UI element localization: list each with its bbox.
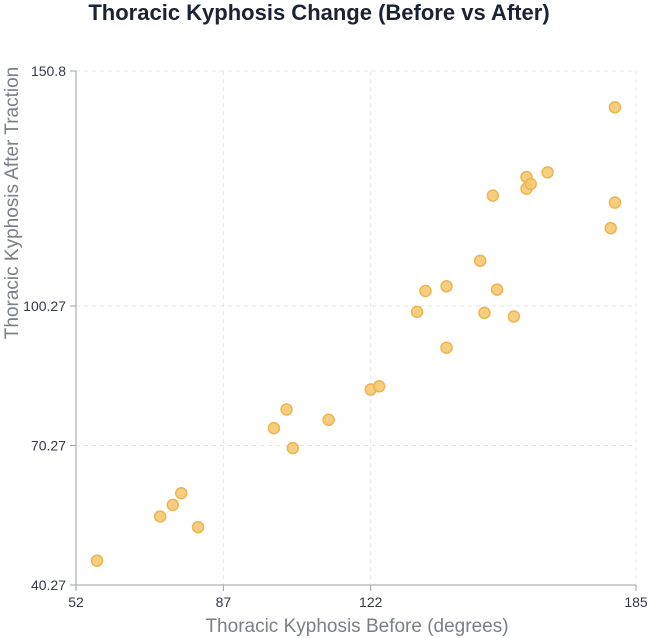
scatter-point xyxy=(478,306,491,320)
chart-title: Thoracic Kyphosis Change (Before vs Afte… xyxy=(88,0,549,25)
scatter-point xyxy=(524,177,537,191)
scatter-point xyxy=(153,510,167,523)
y-tick-label: 150.8 xyxy=(31,63,66,79)
scatter-point xyxy=(322,413,335,427)
scatter-point xyxy=(608,196,622,209)
x-tick-label: 87 xyxy=(216,594,232,610)
scatter-point xyxy=(372,380,386,393)
y-tick-label: 40.27 xyxy=(31,577,66,593)
scatter-point xyxy=(440,280,453,293)
grid-lines xyxy=(76,70,637,585)
scatter-point xyxy=(440,341,453,354)
x-tick-label: 185 xyxy=(624,594,648,610)
axes xyxy=(70,70,637,591)
scatter-point xyxy=(280,403,293,416)
scatter-point xyxy=(267,421,281,435)
y-axis-label: Thoracic Kyphosis After Traction xyxy=(2,67,23,339)
x-axis-label: Thoracic Kyphosis Before (degrees) xyxy=(205,616,508,637)
scatter-point xyxy=(90,554,104,567)
scatter-point xyxy=(486,189,500,202)
scatter-point xyxy=(191,520,205,534)
scatter-point xyxy=(286,441,300,455)
x-tick-label: 122 xyxy=(359,594,383,610)
scatter-point xyxy=(410,305,424,319)
scatter-point xyxy=(608,101,622,114)
scatter-point xyxy=(490,283,504,296)
scatter-point xyxy=(473,254,487,267)
scatter-point xyxy=(175,486,188,500)
scatter-point xyxy=(604,221,617,235)
scatter-point xyxy=(166,498,180,512)
scatter-point xyxy=(541,166,554,179)
tick-labels: 52 87 122 185 40.27 70.27 100.27 150.8 xyxy=(23,63,648,610)
scatter-point xyxy=(419,284,432,298)
y-tick-label: 100.27 xyxy=(23,298,66,314)
scatter-point xyxy=(507,310,521,323)
y-tick-label: 70.27 xyxy=(31,437,66,453)
x-tick-label: 52 xyxy=(68,594,84,610)
data-points xyxy=(90,101,622,567)
